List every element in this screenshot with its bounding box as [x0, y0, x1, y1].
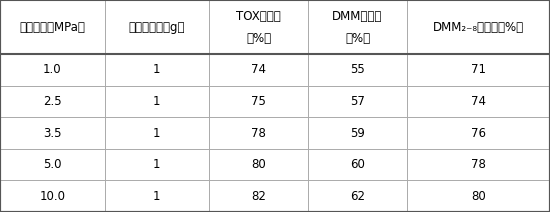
- Text: 1: 1: [153, 127, 161, 139]
- Text: 78: 78: [251, 127, 266, 139]
- Text: 78: 78: [471, 158, 486, 171]
- Text: 偶化剂用量（g）: 偶化剂用量（g）: [129, 21, 185, 33]
- Text: 处理压力（MPa）: 处理压力（MPa）: [19, 21, 85, 33]
- Text: 74: 74: [471, 95, 486, 108]
- Text: 1: 1: [153, 190, 161, 203]
- Text: 59: 59: [350, 127, 365, 139]
- Text: 74: 74: [251, 63, 266, 76]
- Text: 5.0: 5.0: [43, 158, 62, 171]
- Text: 62: 62: [350, 190, 365, 203]
- Text: 3.5: 3.5: [43, 127, 62, 139]
- Text: 1: 1: [153, 95, 161, 108]
- Text: 82: 82: [251, 190, 266, 203]
- Text: DMM₂₋₈选择性（%）: DMM₂₋₈选择性（%）: [433, 21, 524, 33]
- Text: 2.5: 2.5: [43, 95, 62, 108]
- Text: DMM转化率: DMM转化率: [332, 10, 383, 23]
- Text: 57: 57: [350, 95, 365, 108]
- Text: 75: 75: [251, 95, 266, 108]
- Text: 1: 1: [153, 63, 161, 76]
- Text: 76: 76: [471, 127, 486, 139]
- Text: 71: 71: [471, 63, 486, 76]
- Text: 60: 60: [350, 158, 365, 171]
- Text: 80: 80: [471, 190, 486, 203]
- Text: TOX转化率: TOX转化率: [236, 10, 281, 23]
- Text: （%）: （%）: [345, 32, 370, 45]
- Text: 80: 80: [251, 158, 266, 171]
- Text: 1: 1: [153, 158, 161, 171]
- Text: 1.0: 1.0: [43, 63, 62, 76]
- Text: （%）: （%）: [246, 32, 271, 45]
- Text: 55: 55: [350, 63, 365, 76]
- Text: 10.0: 10.0: [39, 190, 65, 203]
